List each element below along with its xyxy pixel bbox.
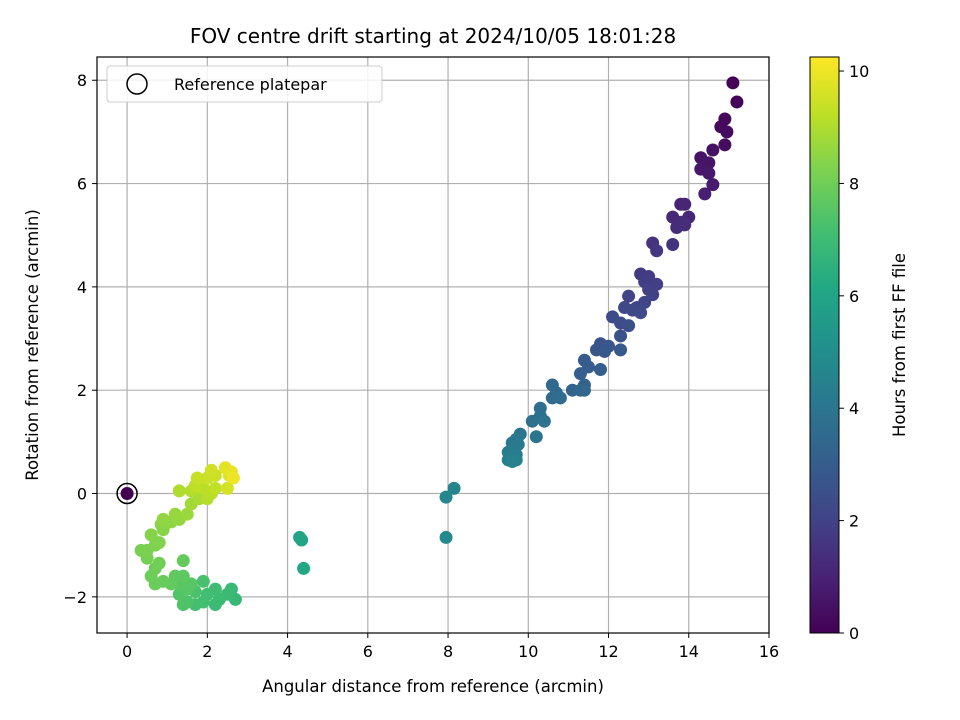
data-point [212, 592, 226, 606]
data-point [196, 574, 210, 588]
data-point [505, 454, 519, 468]
x-tick-label: 0 [122, 642, 132, 661]
y-tick-label: 2 [77, 381, 87, 400]
data-point [529, 430, 543, 444]
data-point [226, 471, 240, 485]
legend-marker [126, 73, 148, 95]
legend: Reference platepar [106, 65, 383, 103]
data-point [176, 598, 190, 612]
data-point [666, 238, 680, 252]
colorbar-tick-label: 8 [849, 174, 859, 193]
data-point [220, 481, 234, 495]
data-point [720, 125, 734, 139]
colorbar-tick-label: 10 [849, 62, 869, 81]
data-point [156, 512, 170, 526]
data-point [176, 554, 190, 568]
plot-frame [96, 56, 770, 634]
x-tick-label: 14 [679, 642, 699, 661]
data-point [634, 306, 648, 320]
x-tick-label: 16 [759, 642, 779, 661]
data-point [297, 561, 311, 575]
data-point [650, 244, 664, 258]
data-point [678, 197, 692, 211]
data-point [184, 577, 198, 591]
colorbar: 0 2 4 6 8 10 Hours from first FF file [809, 56, 909, 643]
data-point [152, 536, 166, 550]
data-point [447, 481, 461, 495]
data-point [622, 289, 636, 303]
data-point [593, 363, 607, 377]
data-point [204, 463, 218, 477]
data-point [439, 530, 453, 544]
data-point [144, 528, 158, 542]
x-tick-label: 4 [282, 642, 292, 661]
colorbar-tick-label: 2 [849, 512, 859, 531]
data-point [598, 344, 612, 358]
data-point [702, 166, 716, 180]
data-point [537, 414, 551, 428]
colorbar-gradient [809, 56, 840, 634]
x-tick-label: 2 [202, 642, 212, 661]
legend-label: Reference platepar [174, 75, 327, 94]
colorbar-tick-label: 6 [849, 287, 859, 306]
data-point [730, 95, 744, 109]
data-point [698, 187, 712, 201]
data-point [180, 507, 194, 521]
colorbar-label: Hours from first FF file [890, 253, 909, 437]
data-point [152, 556, 166, 570]
data-point [553, 391, 567, 405]
data-point [120, 487, 134, 501]
data-point [678, 218, 692, 232]
data-point [573, 367, 587, 381]
colorbar-ticks: 0 2 4 6 8 10 [839, 62, 869, 643]
colorbar-tick-label: 4 [849, 399, 859, 418]
legend-box [106, 65, 383, 103]
x-axis-ticks: 0 2 4 6 8 10 12 14 16 [122, 633, 779, 661]
data-point [706, 143, 720, 157]
points-layer [116, 76, 744, 612]
data-point [168, 507, 182, 521]
y-tick-label: −2 [63, 588, 87, 607]
colorbar-tick-label: 0 [849, 624, 859, 643]
data-point [622, 319, 636, 333]
data-point [439, 490, 453, 504]
data-point [190, 471, 204, 485]
y-axis-ticks: −2 0 2 4 6 8 [63, 71, 97, 607]
data-point [646, 288, 660, 302]
data-point [726, 76, 740, 90]
data-point [208, 481, 222, 495]
data-point [172, 484, 186, 498]
x-tick-label: 6 [363, 642, 373, 661]
grid-layer [97, 57, 770, 633]
data-point [577, 383, 591, 397]
data-point [706, 178, 720, 192]
x-tick-label: 10 [518, 642, 538, 661]
y-tick-label: 6 [77, 175, 87, 194]
x-tick-label: 8 [443, 642, 453, 661]
data-point [614, 329, 628, 343]
x-tick-label: 12 [598, 642, 618, 661]
data-point [718, 138, 732, 152]
y-tick-label: 8 [77, 71, 87, 90]
chart-title: FOV centre drift starting at 2024/10/05 … [190, 24, 676, 48]
y-axis-label: Rotation from reference (arcmin) [23, 209, 42, 481]
data-point [295, 533, 309, 547]
y-tick-label: 0 [77, 485, 87, 504]
y-tick-label: 4 [77, 278, 87, 297]
reference-marker [116, 482, 138, 505]
data-point [614, 343, 628, 357]
x-axis-label: Angular distance from reference (arcmin) [262, 677, 604, 696]
data-point [525, 414, 539, 428]
